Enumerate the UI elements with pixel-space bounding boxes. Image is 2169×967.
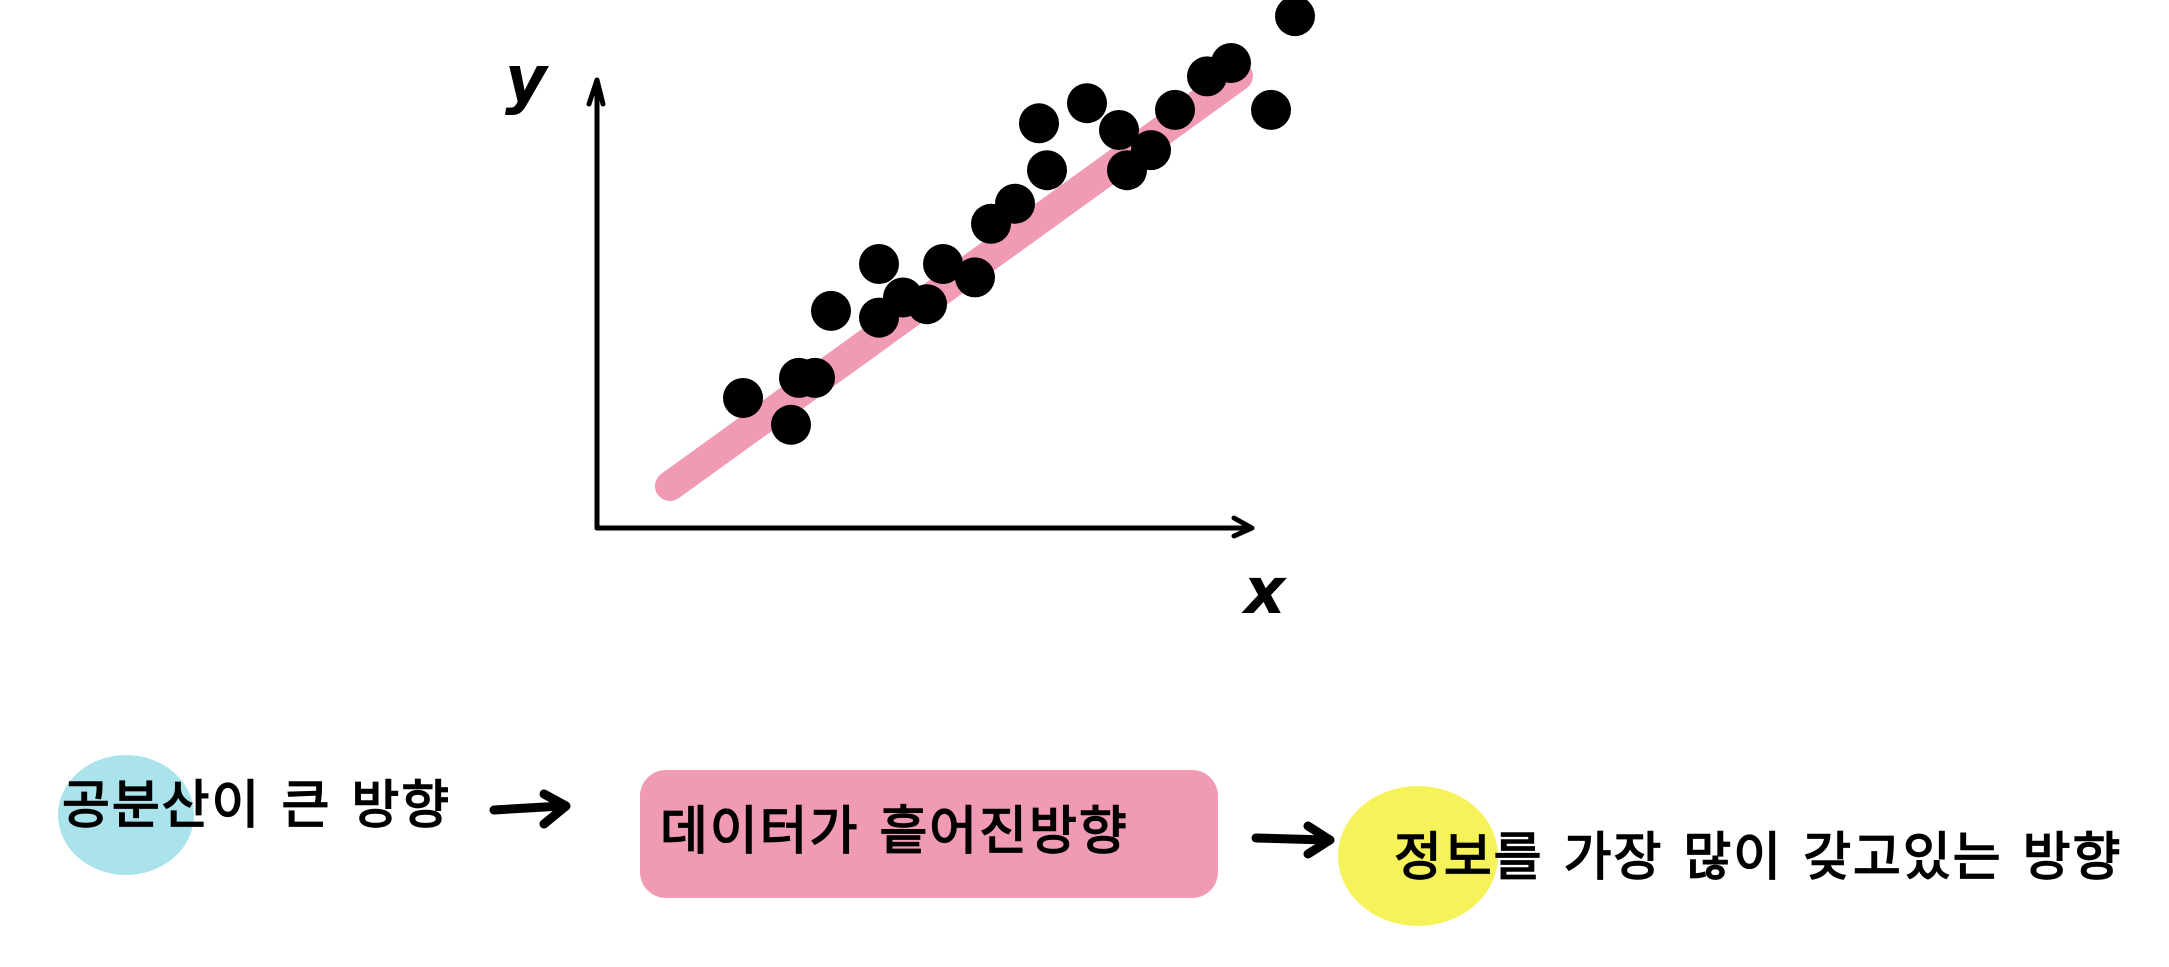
- data-point: [1251, 89, 1291, 130]
- data-point: [1067, 83, 1107, 124]
- highlight-blob-cyan: [58, 755, 194, 875]
- phrase-large-covariance: 공분산이 큰 방향: [62, 776, 452, 836]
- data-point: [1099, 110, 1139, 150]
- data-point: [859, 244, 899, 284]
- data-point: [771, 404, 811, 445]
- x-axis-label: x: [1244, 555, 1286, 629]
- data-point: [1211, 43, 1251, 83]
- data-point: [1275, 0, 1315, 37]
- highlight-box-pink: [640, 770, 1218, 898]
- y-axis-arrowhead: [586, 77, 606, 107]
- data-point: [995, 183, 1035, 224]
- data-point: [1131, 130, 1171, 171]
- y-axis-label: y: [505, 43, 547, 117]
- x-axis-arrowhead: [1231, 515, 1255, 539]
- data-point: [1019, 103, 1059, 144]
- data-point: [811, 290, 851, 331]
- data-point: [1027, 150, 1067, 191]
- data-point: [923, 244, 963, 284]
- arrow-1: [489, 789, 571, 829]
- phrase-most-information: 정보를 가장 많이 갖고있는 방향: [1394, 828, 2123, 888]
- arrow-2: [1251, 821, 1335, 859]
- data-points: [723, 0, 1315, 445]
- data-point: [1155, 89, 1195, 130]
- highlight-blob-yellow: [1338, 786, 1498, 926]
- data-point: [723, 378, 763, 418]
- data-point: [955, 257, 995, 298]
- phrase-data-spread: 데이터가 흩어진방향: [660, 802, 1129, 862]
- data-point: [907, 284, 947, 325]
- data-point: [795, 357, 835, 398]
